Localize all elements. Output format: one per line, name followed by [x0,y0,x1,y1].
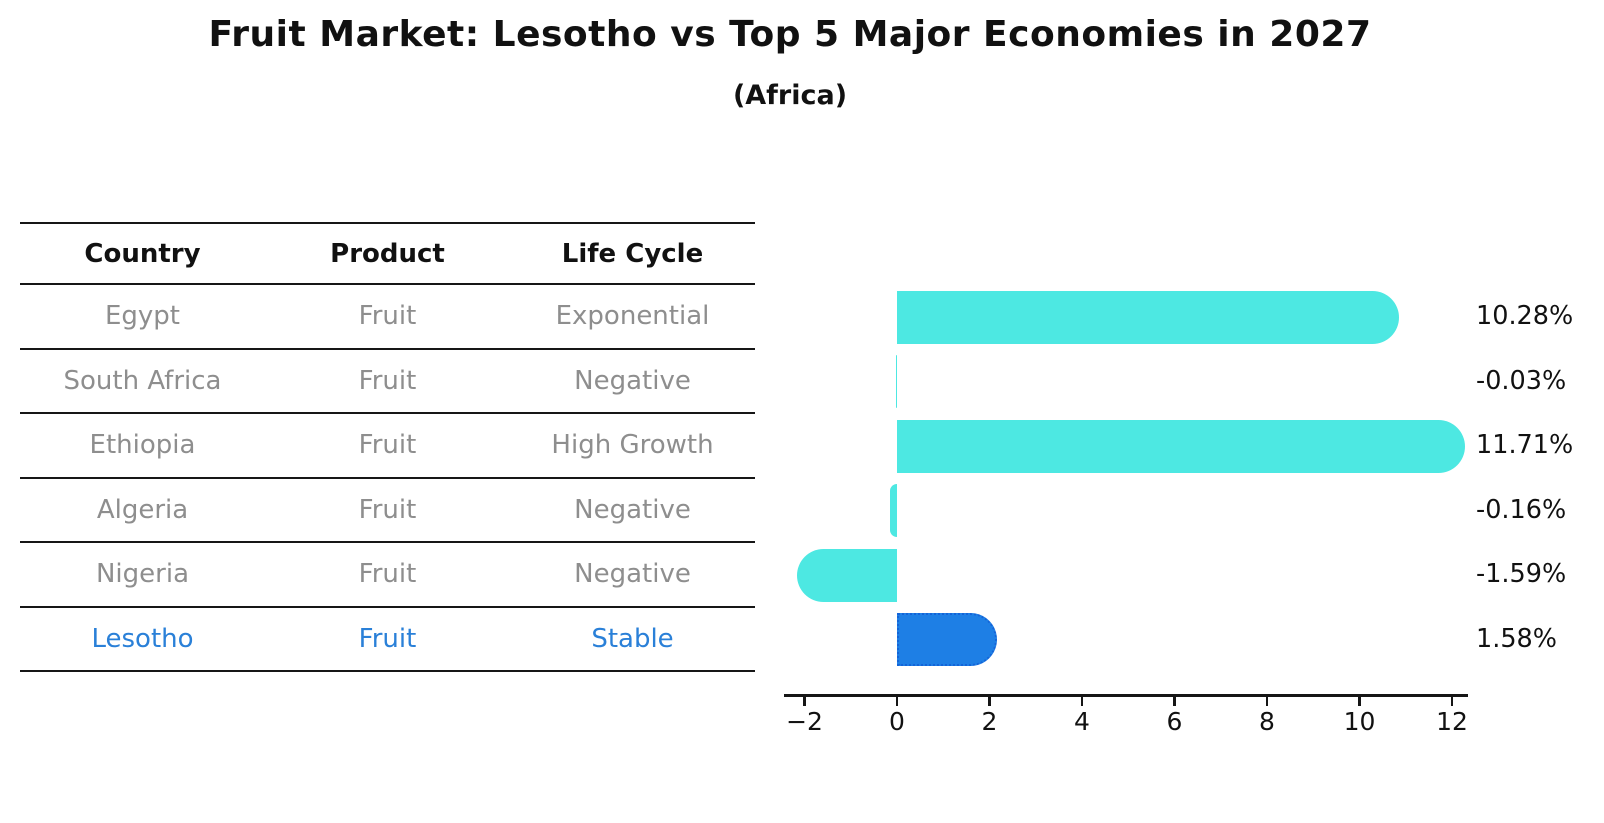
table-cell-life-cycle: Negative [574,559,691,590]
x-axis-tick-label: 12 [1436,707,1468,736]
table-cell-product: Fruit [358,365,417,396]
table-cell-country: South Africa [63,365,222,396]
x-axis-tick [1173,696,1176,706]
chart-title: Fruit Market: Lesotho vs Top 5 Major Eco… [208,14,1372,55]
table-cell-country: Ethiopia [89,430,196,461]
bar-value-label: -0.03% [1476,365,1567,396]
x-axis-tick [803,696,806,706]
table-cell-country: Nigeria [95,559,190,590]
table-cell-life-cycle: Negative [574,365,691,396]
table-cell-country: Lesotho [91,623,194,654]
bar-value-label: 1.58% [1476,623,1558,654]
table-cell-product: Fruit [358,559,417,590]
table-header-country: Country [84,238,201,269]
chart-subtitle: (Africa) [732,80,848,111]
x-axis-tick [988,696,991,706]
x-axis-line [784,694,1468,697]
table-row: Ethiopia Fruit High Growth [20,414,755,479]
table-row: Nigeria Fruit Negative [20,543,755,608]
x-axis-tick [1358,696,1361,706]
x-axis-tick-label: 4 [1074,707,1090,736]
x-axis-tick-label: 6 [1166,707,1183,736]
bar [895,355,897,409]
table-cell-product: Fruit [358,430,417,461]
table-header-row: Country Product Life Cycle [20,222,755,285]
table-cell-product: Fruit [358,301,417,332]
x-axis-tick [1450,696,1454,706]
table-body: Egypt Fruit Exponential South Africa Fruit Ne… [20,285,755,672]
table-header-lifecycle: Life Cycle [561,238,704,269]
bar-value-label: 11.71% [1476,430,1574,461]
table-cell-product: Fruit [358,623,417,654]
x-axis-tick [1265,696,1269,706]
bar [897,290,1399,344]
bar-value-label: -1.59% [1476,559,1567,590]
bar-value-label: 10.28% [1476,301,1574,332]
table-cell-life-cycle: High Growth [551,430,714,461]
table-cell-country: Algeria [96,494,189,525]
x-axis-tick-label: 8 [1259,707,1275,736]
table-cell-life-cycle: Exponential [555,301,710,332]
table-row: Lesotho Fruit Stable [20,608,755,672]
table-row: Algeria Fruit Negative [20,479,755,543]
bar-highlight [897,613,997,667]
table-cell-life-cycle: Negative [574,494,691,525]
x-axis-tick [895,696,899,706]
x-axis-tick-label: 10 [1343,707,1376,736]
table-row: Egypt Fruit Exponential [20,285,755,350]
bar [897,419,1466,473]
x-axis-tick [1080,696,1084,706]
table-row: South Africa Fruit Negative [20,350,755,414]
x-axis-tick-label: −2 [786,707,823,736]
x-axis-tick-label: 2 [981,707,998,736]
table-header-product: Product [330,238,445,269]
bar-value-label: -0.16% [1476,494,1567,525]
bar [796,548,897,602]
country-table: Country Product Life Cycle Egypt Fruit Exp… [20,222,755,672]
table-cell-country: Egypt [104,301,181,332]
table-cell-product: Fruit [358,494,417,525]
bar [889,484,897,538]
x-axis-tick-label: 0 [889,707,905,736]
table-cell-life-cycle: Stable [591,623,674,654]
